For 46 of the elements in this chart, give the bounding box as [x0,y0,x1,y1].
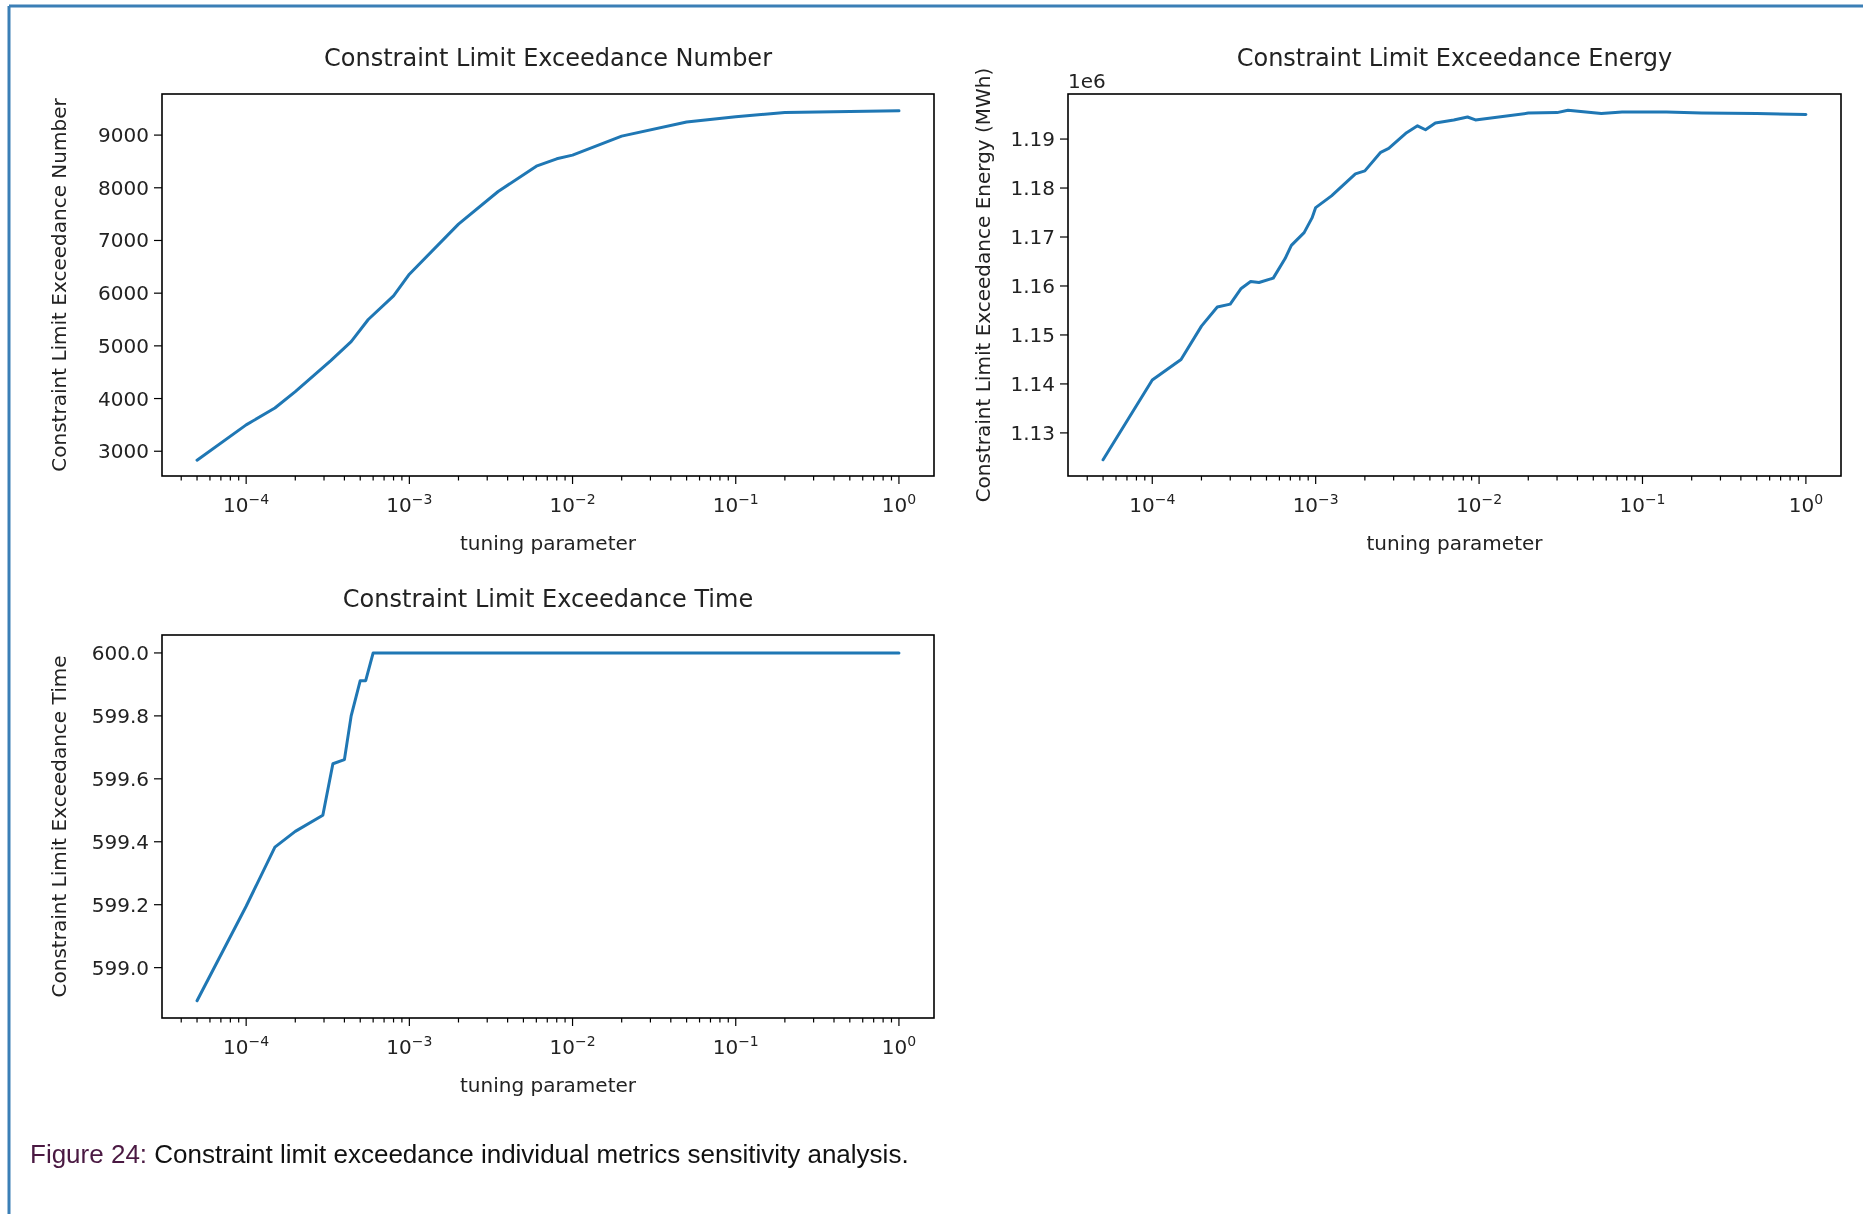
y-tick-label: 599.0 [91,955,149,980]
x-axis-title: tuning parameter [459,1073,637,1097]
x-tick-label: 10$^{−3}$ [386,1033,433,1059]
y-tick-label: 8000 [98,175,149,200]
y-tick-label: 5000 [98,333,149,358]
y-tick-label: 1.14 [1010,371,1055,396]
x-tick-label: 10$^{−3}$ [1292,491,1339,517]
x-tick-label: 10$^{−1}$ [1619,491,1666,517]
y-tick-label: 599.2 [91,892,149,917]
y-tick-label: 3000 [98,439,149,464]
caption: Figure 24: Constraint limit exceedance individual metrics sensitivity analysis. [30,1139,909,1169]
x-tick-label: 10$^{0}$ [881,1033,917,1059]
y-tick-label: 6000 [98,281,149,306]
x-tick-label: 10$^{−4}$ [223,491,270,517]
x-axis-title: tuning parameter [459,531,637,555]
x-tick-label: 10$^{−1}$ [712,1033,759,1059]
x-tick-label: 10$^{−4}$ [223,1033,270,1059]
chart-title: Constraint Limit Exceedance Time [342,585,754,613]
y-axis-title: Constraint Limit Exceedance Number [47,97,71,472]
x-tick-label: 10$^{−2}$ [1456,491,1503,517]
y-tick-label: 1.15 [1010,322,1055,347]
x-tick-label: 10$^{0}$ [1788,491,1824,517]
y-tick-label: 1.16 [1010,273,1055,298]
chart-title: Constraint Limit Exceedance Energy [1236,44,1673,72]
y-axis-title: Constraint Limit Exceedance Energy (MWh) [971,67,995,503]
y-axis-title: Constraint Limit Exceedance Time [47,655,71,998]
y-tick-label: 4000 [98,386,149,411]
x-tick-label: 10$^{−2}$ [549,1033,596,1059]
x-tick-label: 10$^{−4}$ [1129,491,1176,517]
x-tick-label: 10$^{−3}$ [386,491,433,517]
chart-title: Constraint Limit Exceedance Number [323,44,773,72]
x-tick-label: 10$^{0}$ [881,491,917,517]
x-tick-label: 10$^{−2}$ [549,491,596,517]
x-tick-label: 10$^{−1}$ [712,491,759,517]
y-tick-label: 1.18 [1010,176,1055,201]
text: 1e6 [1068,69,1106,93]
y-tick-label: 599.6 [91,766,149,791]
x-axis-title: tuning parameter [1366,531,1544,555]
y-tick-label: 9000 [98,123,149,148]
y-tick-label: 1.13 [1010,420,1055,445]
y-tick-label: 599.4 [91,829,149,854]
y-tick-label: 600.0 [91,640,149,665]
y-tick-label: 1.17 [1010,225,1055,250]
y-tick-label: 1.19 [1010,127,1055,152]
y-tick-label: 7000 [98,228,149,253]
y-tick-label: 599.8 [91,703,149,728]
